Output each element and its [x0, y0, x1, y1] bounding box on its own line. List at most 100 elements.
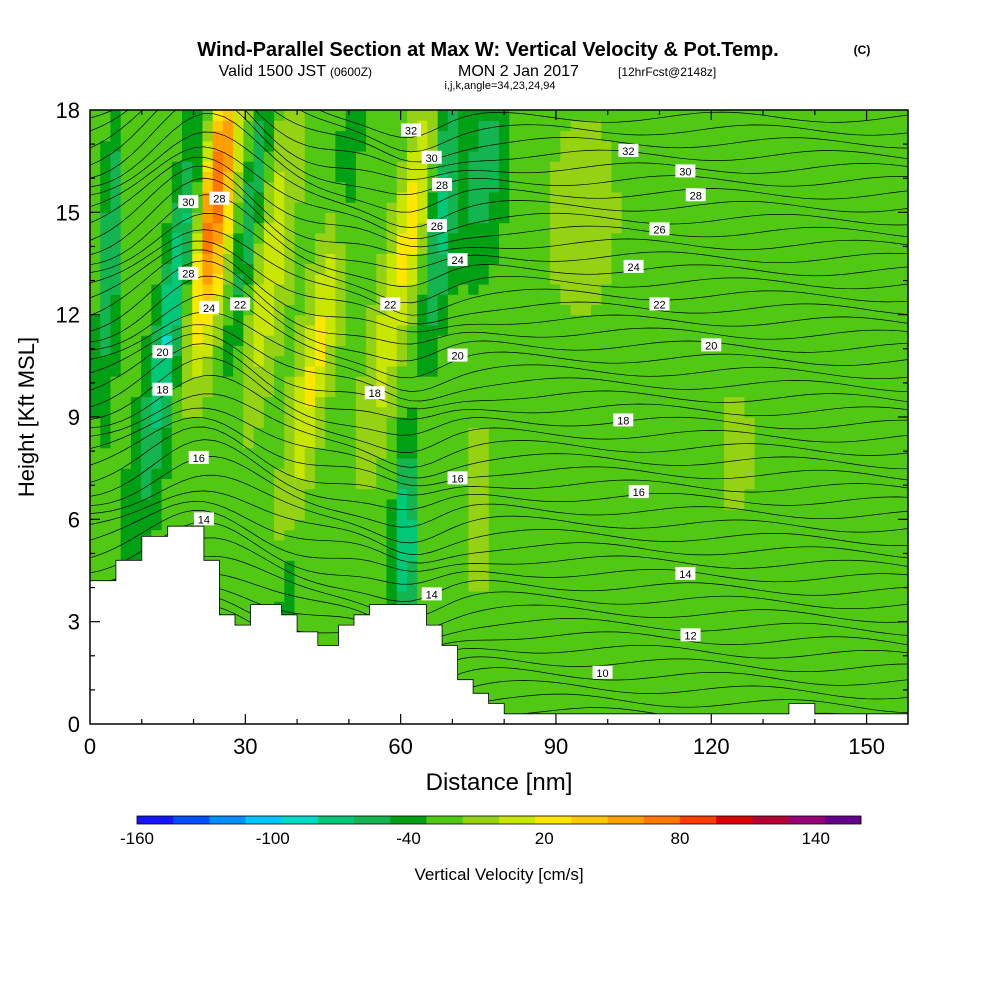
velocity-cell	[826, 273, 838, 285]
velocity-cell	[662, 580, 674, 592]
velocity-cell	[468, 191, 480, 203]
velocity-cell	[488, 202, 500, 213]
velocity-cell	[253, 570, 265, 582]
velocity-cell	[703, 652, 715, 664]
velocity-cell	[192, 345, 204, 357]
velocity-cell	[621, 631, 633, 643]
velocity-cell	[253, 314, 265, 326]
velocity-cell	[396, 150, 408, 162]
theta-contour-label: 22	[649, 297, 670, 311]
velocity-cell	[468, 590, 480, 602]
velocity-cell	[202, 253, 214, 265]
velocity-cell	[672, 314, 684, 326]
velocity-cell	[703, 191, 715, 203]
velocity-cell	[488, 130, 500, 142]
velocity-cell	[233, 130, 244, 142]
velocity-cell	[478, 304, 490, 316]
velocity-cell	[846, 447, 858, 459]
velocity-cell	[621, 457, 633, 469]
velocity-cell	[805, 417, 817, 428]
velocity-cell	[478, 652, 490, 664]
velocity-cell	[836, 376, 848, 387]
velocity-cell	[386, 396, 398, 408]
velocity-cell	[754, 570, 766, 582]
velocity-cell	[233, 365, 244, 377]
velocity-cell	[856, 631, 868, 643]
velocity-cell	[713, 642, 725, 653]
velocity-cell	[713, 202, 725, 213]
velocity-cell	[376, 396, 388, 408]
velocity-cell	[887, 263, 899, 275]
velocity-cell	[100, 150, 112, 162]
velocity-cell	[713, 621, 725, 633]
velocity-cell	[386, 417, 398, 428]
velocity-cell	[509, 263, 521, 275]
svg-text:26: 26	[431, 221, 443, 233]
velocity-cell	[836, 631, 848, 643]
velocity-cell	[294, 273, 306, 285]
velocity-cell	[744, 283, 756, 295]
velocity-cell	[355, 161, 367, 172]
velocity-cell	[274, 417, 285, 428]
velocity-cell	[897, 253, 908, 265]
velocity-cell	[785, 611, 797, 623]
velocity-cell	[519, 468, 531, 479]
velocity-cell	[192, 478, 204, 490]
velocity-cell	[366, 130, 377, 142]
velocity-cell	[151, 447, 163, 459]
velocity-cell	[867, 427, 878, 439]
velocity-cell	[897, 396, 908, 408]
velocity-cell	[120, 427, 132, 439]
velocity-cell	[805, 150, 817, 162]
velocity-cell	[713, 365, 725, 377]
velocity-cell	[775, 693, 786, 705]
velocity-cell	[325, 191, 336, 203]
velocity-cell	[130, 202, 142, 213]
velocity-cell	[703, 304, 715, 316]
velocity-cell	[877, 212, 889, 224]
velocity-cell	[499, 376, 510, 387]
velocity-cell	[693, 232, 705, 244]
velocity-cell	[734, 621, 745, 633]
velocity-cell	[171, 304, 183, 316]
velocity-cell	[468, 560, 480, 572]
velocity-cell	[284, 314, 296, 326]
velocity-cell	[263, 212, 275, 224]
velocity-cell	[826, 314, 838, 326]
velocity-cell	[703, 437, 715, 449]
theta-contour-line	[90, 275, 908, 362]
velocity-cell	[867, 437, 878, 449]
velocity-cell	[130, 396, 142, 408]
velocity-cell	[499, 253, 510, 265]
velocity-cell	[693, 376, 705, 387]
velocity-cell	[90, 529, 101, 541]
theta-contour-line	[318, 110, 908, 138]
velocity-cell	[775, 304, 786, 316]
velocity-cell	[631, 631, 643, 643]
velocity-cell	[253, 140, 265, 152]
velocity-cell	[284, 601, 296, 613]
velocity-cell	[284, 376, 296, 387]
velocity-cell	[243, 478, 255, 490]
velocity-cell	[233, 181, 244, 193]
velocity-cell	[192, 130, 204, 142]
colorbar-swatch	[607, 816, 645, 824]
velocity-cell	[846, 396, 858, 408]
velocity-cell	[406, 335, 418, 346]
velocity-cell	[856, 345, 868, 357]
velocity-cell	[550, 427, 561, 439]
velocity-cell	[713, 601, 725, 613]
velocity-cell	[652, 447, 664, 459]
velocity-cell	[345, 529, 357, 541]
velocity-cell	[846, 580, 858, 592]
velocity-cell	[314, 263, 326, 275]
velocity-cell	[263, 120, 275, 132]
velocity-cell	[775, 703, 786, 715]
velocity-cell	[836, 140, 848, 152]
colorbar: -160 -100 -40 20 80 140	[120, 815, 862, 848]
velocity-cell	[877, 161, 889, 172]
velocity-cell	[591, 110, 602, 121]
velocity-cell	[652, 417, 664, 428]
velocity-cell	[386, 406, 398, 418]
velocity-cell	[826, 539, 838, 551]
